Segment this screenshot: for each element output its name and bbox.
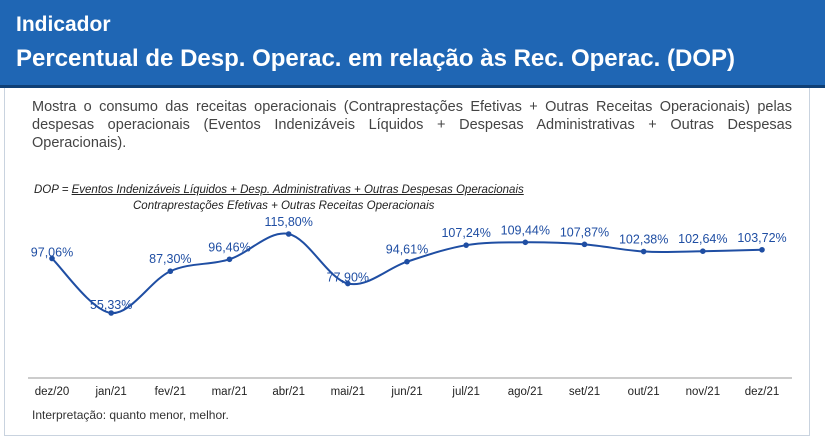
- x-tick-label: dez/21: [745, 386, 780, 398]
- data-label: 94,61%: [386, 243, 428, 257]
- data-label: 102,38%: [619, 233, 668, 247]
- data-point: [640, 248, 647, 255]
- x-tick-label: jan/21: [94, 386, 126, 398]
- page-title: Percentual de Desp. Operac. em relação à…: [16, 45, 735, 72]
- x-tick-label: nov/21: [686, 386, 721, 398]
- data-label: 107,87%: [560, 225, 609, 239]
- data-label: 109,44%: [501, 223, 550, 237]
- formula-numerator-line: DOP = Eventos Indenizáveis Líquidos + De…: [34, 184, 524, 196]
- data-label: 115,80%: [264, 215, 312, 229]
- data-label: 77,90%: [327, 271, 369, 285]
- x-tick-label: mar/21: [212, 386, 248, 398]
- data-point: [581, 241, 588, 248]
- x-tick-label: dez/20: [35, 386, 70, 398]
- formula-numerator: Eventos Indenizáveis Líquidos + Desp. Ad…: [71, 184, 524, 196]
- data-point: [167, 268, 174, 275]
- header-kicker: Indicador: [16, 13, 111, 36]
- data-label: 102,64%: [678, 232, 727, 246]
- x-tick-label: mai/21: [331, 386, 366, 398]
- x-tick-label: out/21: [628, 386, 660, 398]
- data-point: [463, 242, 469, 248]
- formula-prefix: DOP =: [34, 184, 72, 196]
- data-point: [108, 310, 114, 316]
- content-frame: [4, 88, 810, 436]
- x-tick-label: jul/21: [451, 386, 480, 398]
- data-point: [700, 248, 706, 254]
- data-point: [522, 239, 529, 246]
- indicator-description: Mostra o consumo das receitas operaciona…: [32, 99, 792, 151]
- data-point: [49, 255, 55, 262]
- data-point: [226, 256, 233, 263]
- x-tick-label: abr/21: [272, 386, 305, 398]
- data-label: 55,33%: [90, 298, 132, 312]
- data-label: 96,46%: [208, 240, 250, 254]
- data-point: [404, 258, 410, 265]
- x-tick-label: ago/21: [508, 386, 543, 398]
- data-point: [345, 280, 351, 287]
- data-label: 87,30%: [149, 252, 191, 266]
- x-tick-label: jun/21: [390, 386, 422, 398]
- data-label: 103,72%: [737, 231, 786, 245]
- x-tick-label: fev/21: [155, 386, 186, 398]
- header-banner: Indicador Percentual de Desp. Operac. em…: [0, 0, 825, 88]
- data-point: [759, 246, 765, 253]
- data-label: 97,06%: [31, 245, 73, 259]
- data-label: 107,24%: [441, 226, 490, 240]
- data-point: [285, 231, 292, 237]
- x-tick-label: set/21: [569, 386, 600, 398]
- interpretation-note: Interpretação: quanto menor, melhor.: [32, 408, 229, 422]
- formula-denominator: Contraprestações Efetivas + Outras Recei…: [133, 200, 435, 212]
